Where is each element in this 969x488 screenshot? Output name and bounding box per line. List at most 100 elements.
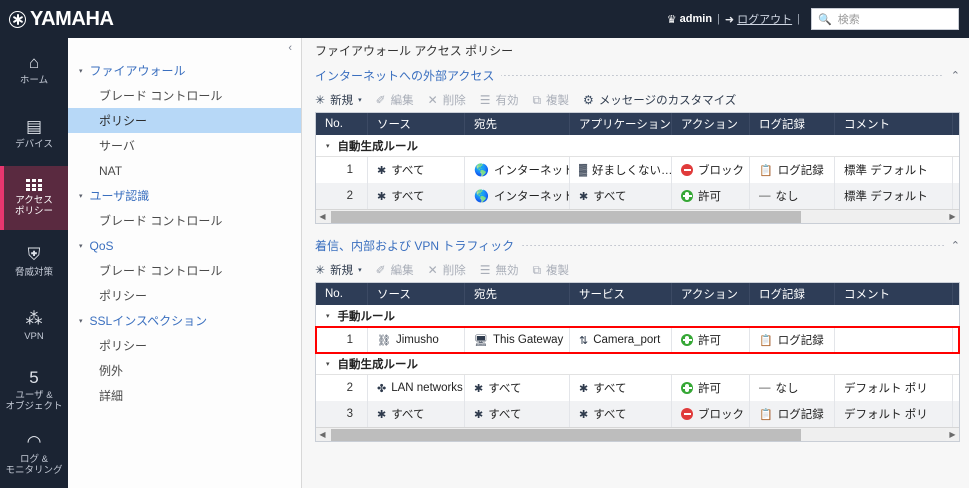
- rule-number: 2: [316, 183, 368, 209]
- tree-item-0-2[interactable]: サーバ: [68, 133, 301, 158]
- shield-icon: ⛨: [28, 246, 41, 264]
- chevron-down-icon[interactable]: ▾: [358, 96, 362, 104]
- tree-item-2-0[interactable]: ブレード コントロール: [68, 258, 301, 283]
- column-header[interactable]: ソース: [368, 283, 465, 305]
- toolbar-disable-button: ☰ 無効: [480, 262, 519, 278]
- column-header[interactable]: No.: [316, 113, 368, 135]
- edit-icon: ✐: [376, 93, 386, 107]
- table-row[interactable]: 2 ✱ すべて 🌎 インターネット ✱ すべて 許可 — なし 標準 デフォルト: [316, 183, 959, 209]
- cell-text: すべて: [391, 406, 424, 422]
- rail-item-gauge[interactable]: ◠ ログ & モニタリング: [0, 422, 68, 486]
- table-cell: ブロック: [672, 401, 750, 427]
- rule-group-header[interactable]: ▾ 手動ルール: [316, 305, 959, 327]
- allow-icon: [681, 334, 693, 346]
- caret-down-icon[interactable]: ▾: [79, 242, 83, 250]
- scrollbar-track[interactable]: [329, 211, 946, 223]
- tree-collapse-button[interactable]: ‹: [68, 38, 301, 58]
- tree-item-3-1[interactable]: 例外: [68, 358, 301, 383]
- chevron-up-icon[interactable]: ⌃: [951, 239, 960, 252]
- toolbar-enable-button: ☰ 有効: [480, 92, 519, 108]
- cell-text: すべて: [488, 406, 521, 422]
- tree-item-0-0[interactable]: ブレード コントロール: [68, 83, 301, 108]
- scroll-left-arrow-icon[interactable]: ◀: [316, 212, 329, 221]
- tree-group-1[interactable]: ▾ ユーザ認識: [68, 183, 301, 208]
- rail-item-users[interactable]: ὆5 ユーザ & オブジェクト: [0, 358, 68, 422]
- caret-down-icon[interactable]: ▾: [79, 192, 83, 200]
- toolbar-new-button[interactable]: ✳ 新規 ▾: [315, 92, 362, 108]
- table-row[interactable]: 2 ✤ LAN networks ✱ すべて ✱ すべて 許可 — なし デフォルト ポリ: [316, 375, 959, 401]
- section-header[interactable]: 着信、内部および VPN トラフィック ⌃: [315, 232, 960, 258]
- allow-icon: [681, 190, 693, 202]
- scrollbar-thumb[interactable]: [331, 211, 801, 223]
- logout-link[interactable]: ログアウト: [737, 11, 792, 27]
- table-row[interactable]: 1 ⛓ Jimusho 🖥 This Gateway ⇅ Camera_port 許可 📋 ログ記…: [316, 327, 959, 353]
- table-cell: ✱ すべて: [570, 183, 672, 209]
- caret-down-icon[interactable]: ▾: [79, 317, 83, 325]
- horizontal-scrollbar[interactable]: ◀ ▶: [316, 209, 959, 223]
- section-title: 着信、内部および VPN トラフィック: [315, 237, 514, 254]
- section-header[interactable]: インターネットへの外部アクセス ⌃: [315, 62, 960, 88]
- rail-item-vpn-nodes[interactable]: ⁂ VPN: [0, 294, 68, 358]
- rule-group-header[interactable]: ▾ 自動生成ルール: [316, 353, 959, 375]
- gauge-icon: ◠: [27, 433, 42, 451]
- column-header[interactable]: アクション: [672, 283, 750, 305]
- tree-item-1-0[interactable]: ブレード コントロール: [68, 208, 301, 233]
- tree-item-2-1[interactable]: ポリシー: [68, 283, 301, 308]
- gear-icon: ⚙: [583, 93, 594, 107]
- tree-group-3[interactable]: ▾ SSLインスペクション: [68, 308, 301, 333]
- cell-text: すべて: [593, 406, 626, 422]
- rail-item-home[interactable]: ⌂ ホーム: [0, 38, 68, 102]
- column-header[interactable]: アプリケーション…: [570, 113, 672, 135]
- scroll-left-arrow-icon[interactable]: ◀: [316, 430, 329, 439]
- table-row[interactable]: 3 ✱ すべて ✱ すべて ✱ すべて ブロック 📋 ログ記録 デフォルト ポリ: [316, 401, 959, 427]
- column-header[interactable]: 宛先: [465, 283, 570, 305]
- horizontal-scrollbar[interactable]: ◀ ▶: [316, 427, 959, 441]
- table-row[interactable]: 1 ✱ すべて 🌎 インターネット ▓ 好ましくない… ブロック 📋 ログ記録 標準 デフォルト: [316, 157, 959, 183]
- rail-item-shield[interactable]: ⛨ 脅威対策: [0, 230, 68, 294]
- cell-text: ログ記録: [778, 406, 824, 422]
- primary-nav-rail: ⌂ ホーム ▤ デバイス アクセス ポリシー ⛨ 脅威対策 ⁂ VPN ὆5 ユーザ & オブジェク…: [0, 38, 68, 488]
- toolbar-gear-button[interactable]: ⚙ メッセージのカスタマイズ: [583, 92, 736, 108]
- column-header[interactable]: アクション: [672, 113, 750, 135]
- toolbar-new-button[interactable]: ✳ 新規 ▾: [315, 262, 362, 278]
- scroll-right-arrow-icon[interactable]: ▶: [946, 212, 959, 221]
- tree-item-0-1[interactable]: ポリシー: [68, 108, 301, 133]
- tree-item-3-0[interactable]: ポリシー: [68, 333, 301, 358]
- table-cell: 許可: [672, 375, 750, 401]
- search-input[interactable]: 検索: [838, 11, 860, 27]
- rail-item-device[interactable]: ▤ デバイス: [0, 102, 68, 166]
- toolbar-button-label: 編集: [391, 92, 414, 108]
- tree-item-3-2[interactable]: 詳細: [68, 383, 301, 408]
- table-cell: ✱ すべて: [368, 157, 465, 183]
- column-header[interactable]: サービス: [570, 283, 672, 305]
- column-header[interactable]: コメント: [835, 283, 953, 305]
- scrollbar-thumb[interactable]: [331, 429, 801, 441]
- block-icon: [681, 408, 693, 420]
- brand-logo[interactable]: YAMAHA: [9, 8, 114, 31]
- tree-group-2[interactable]: ▾ QoS: [68, 233, 301, 258]
- rail-item-grid[interactable]: アクセス ポリシー: [0, 166, 68, 230]
- tree-group-0[interactable]: ▾ ファイアウォール: [68, 58, 301, 83]
- cell-text: ブロック: [698, 406, 744, 422]
- column-header[interactable]: コメント: [835, 113, 953, 135]
- tree-item-0-3[interactable]: NAT: [68, 158, 301, 183]
- scrollbar-track[interactable]: [329, 429, 946, 441]
- column-header[interactable]: ソース: [368, 113, 465, 135]
- column-header[interactable]: ログ記録: [750, 283, 835, 305]
- rule-group-header[interactable]: ▾ 自動生成ルール: [316, 135, 959, 157]
- tree-group-label: SSLインスペクション: [90, 312, 208, 329]
- column-header[interactable]: 宛先: [465, 113, 570, 135]
- caret-down-icon[interactable]: ▾: [326, 312, 330, 320]
- search-box[interactable]: 🔍 検索: [811, 8, 959, 30]
- rule-number: 1: [316, 327, 368, 353]
- caret-down-icon[interactable]: ▾: [79, 67, 83, 75]
- caret-down-icon[interactable]: ▾: [326, 142, 330, 150]
- toolbar-copy-button: ⧉ 複製: [532, 262, 569, 278]
- caret-down-icon[interactable]: ▾: [326, 360, 330, 368]
- column-header[interactable]: ログ記録: [750, 113, 835, 135]
- scroll-right-arrow-icon[interactable]: ▶: [946, 430, 959, 439]
- column-header[interactable]: No.: [316, 283, 368, 305]
- asterisk-icon: ✱: [579, 382, 588, 395]
- chevron-up-icon[interactable]: ⌃: [951, 69, 960, 82]
- chevron-down-icon[interactable]: ▾: [358, 266, 362, 274]
